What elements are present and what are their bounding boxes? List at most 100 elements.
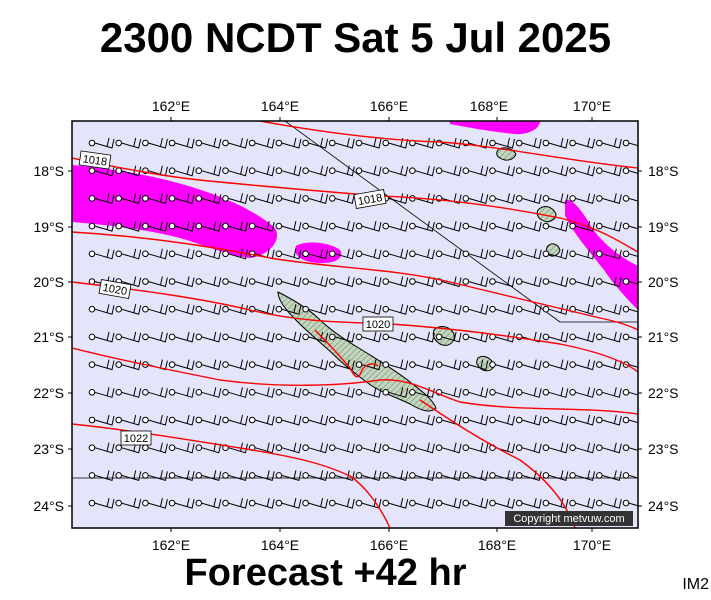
lon-label-top-170: 170°E [573,98,611,114]
lat-label-right-24: 24°S [648,498,679,514]
wind-barb [489,276,515,288]
wind-barb [596,276,622,288]
isobar-label-1-text: 1018 [82,153,108,168]
wind-barb [275,165,302,177]
wind-barb [88,220,115,232]
wind-barb [275,193,302,205]
wind-barb [142,470,168,482]
wind-barb [115,248,142,260]
wind-barb [435,331,462,343]
wind-barb [622,389,638,396]
wind-barb [409,442,435,454]
wind-barb [248,193,275,205]
lon-label-bottom-166: 166°E [370,537,408,553]
wind-barb [142,414,168,426]
wind-barb [302,193,329,205]
wind-barb [275,248,302,260]
wind-barb [409,497,435,509]
wind-barb [569,359,596,371]
lon-label-bottom-164: 164°E [261,537,299,553]
wind-barb [115,442,142,454]
wind-barb [115,359,142,371]
wind-barb [195,304,222,315]
wind-barb [329,414,355,426]
wind-barb [275,359,302,371]
lat-label-left-21: 21°S [33,329,64,345]
wind-barb [462,193,489,205]
wind-barb [329,137,355,149]
wind-barb [542,276,569,288]
wind-barb [168,193,195,205]
isobar-line-1 [259,121,638,169]
wind-barb [489,497,515,509]
wind-barb [596,442,622,454]
wind-barb [409,220,435,232]
wind-barb [489,137,515,149]
wind-barb [515,497,542,509]
wind-barb [569,414,596,426]
wind-barb [302,442,329,454]
wind-barb [168,137,195,149]
wind-barb [195,497,222,509]
wind-barb [355,276,382,288]
wind-barb [275,414,302,426]
isobar-label-2-text: 1018 [357,192,383,208]
isobar-label-1: 1018 [78,150,112,170]
wind-barb [248,220,275,232]
wind-barb [596,359,622,371]
wind-barb [355,470,382,482]
wind-barb [382,359,409,371]
wind-barb [302,276,329,288]
wind-barb [542,165,569,177]
wind-barb [275,497,302,509]
wind-barb [622,195,638,202]
wind-barb [489,165,515,177]
wind-barb [248,414,275,426]
isobar-label-5: 1022 [120,430,152,446]
wind-barb [222,331,248,343]
wind-barb [382,248,409,260]
wind-barb [596,331,622,343]
wind-barb [222,137,248,149]
lon-label-top-164: 164°E [261,98,299,114]
lon-label-top-166: 166°E [370,98,408,114]
wind-barb [515,193,542,205]
wind-barb [435,220,462,232]
wind-barb [542,137,569,149]
wind-barb [515,470,542,482]
wind-barb [115,220,142,232]
tick-marks [68,117,642,532]
wind-barb [355,331,382,343]
wind-barb [409,387,435,398]
wind-barb [569,165,596,177]
wind-barb [622,444,638,452]
isobar-line-5 [72,347,638,415]
wind-barb [542,359,569,371]
wind-barb [515,414,542,426]
wind-barb [462,220,489,232]
wind-barb [542,442,569,454]
wind-barb [382,165,409,177]
wind-barb [542,387,569,398]
wind-barb [569,137,596,149]
wind-barb [195,137,222,149]
wind-barb [542,193,569,205]
wind-barb [88,387,115,398]
wind-barb [596,165,622,177]
wind-barb [168,304,195,315]
copyright-box [505,511,633,526]
wind-barb [329,387,355,398]
wind-barb [462,470,489,482]
wind-barb [88,497,115,509]
wind-barb [142,248,168,260]
lon-label-bottom-170: 170°E [573,537,611,553]
lon-label-bottom-168: 168°E [478,537,516,553]
wind-barb [168,387,195,398]
wind-barb [355,304,382,315]
wind-barb [462,497,489,509]
wind-barb [275,470,302,482]
isobar-label-3-text: 1020 [102,282,128,298]
wind-barb [515,387,542,398]
wind-barb [596,497,622,509]
rain-area-north [450,121,540,135]
